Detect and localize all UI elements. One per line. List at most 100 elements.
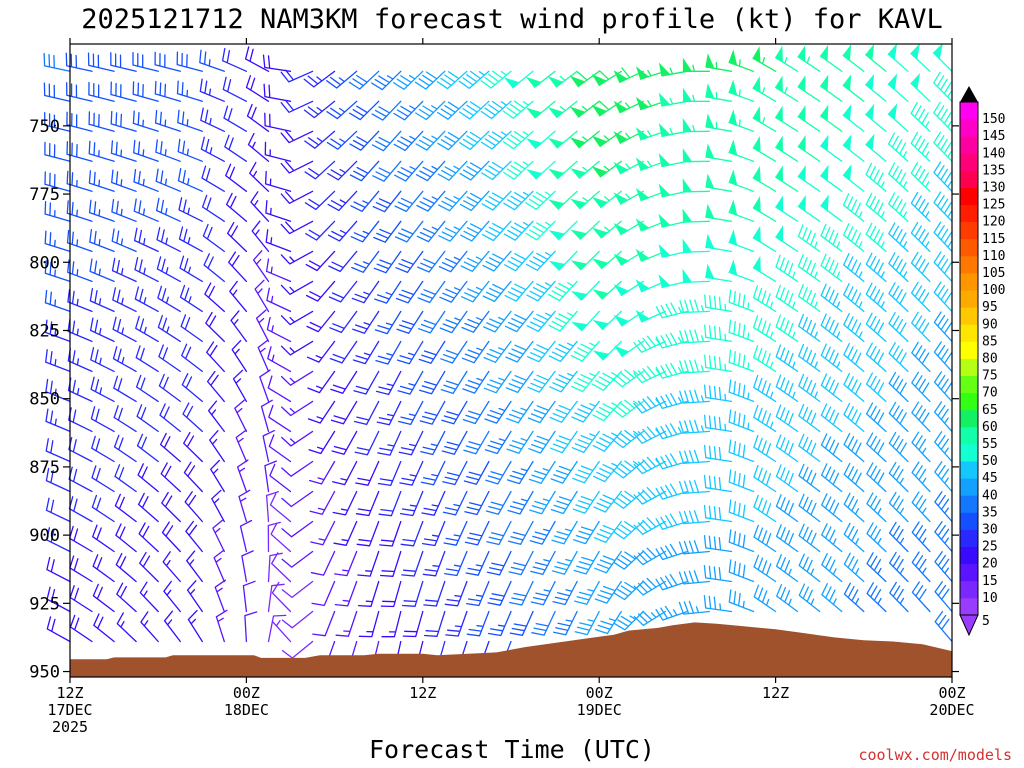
barb-shaft bbox=[157, 285, 181, 313]
barb-shaft bbox=[461, 310, 490, 333]
barb-shaft bbox=[910, 161, 931, 192]
wind-barb bbox=[821, 493, 843, 523]
barb-shaft bbox=[633, 335, 667, 353]
barb-shaft bbox=[242, 580, 256, 613]
barb-shaft bbox=[154, 110, 181, 132]
wind-barb bbox=[66, 82, 93, 102]
barb-shaft bbox=[865, 84, 887, 102]
wind-barb bbox=[613, 67, 644, 83]
wind-barb bbox=[888, 371, 909, 403]
wind-barb bbox=[820, 74, 843, 102]
barb-shaft bbox=[267, 375, 292, 403]
wind-barb bbox=[728, 439, 755, 463]
wind-barb bbox=[480, 130, 512, 150]
barb-shaft bbox=[775, 314, 799, 343]
x-tick-label: 19DEC bbox=[577, 701, 622, 719]
barb-shaft bbox=[842, 114, 865, 132]
wind-barb bbox=[156, 256, 181, 283]
barb-shaft bbox=[728, 409, 755, 433]
wind-barb bbox=[703, 564, 733, 583]
wind-barb bbox=[280, 190, 314, 204]
wind-barb bbox=[305, 280, 336, 302]
wind-barb bbox=[658, 62, 689, 77]
wind-barb bbox=[910, 281, 931, 313]
wind-barb bbox=[399, 490, 424, 517]
barb-shaft bbox=[911, 401, 931, 433]
barb-shaft bbox=[933, 311, 953, 343]
barb-shaft bbox=[820, 433, 843, 463]
barb-shaft bbox=[775, 524, 799, 553]
barb-shaft bbox=[113, 434, 137, 463]
wind-barb bbox=[399, 460, 424, 486]
wind-barb bbox=[843, 492, 865, 523]
wind-barb bbox=[178, 226, 203, 253]
colorbar-swatch bbox=[960, 102, 978, 120]
colorbar-frame bbox=[959, 101, 979, 616]
wind-barb bbox=[281, 490, 314, 508]
barb-shaft bbox=[265, 491, 279, 523]
wind-barb bbox=[910, 221, 931, 253]
wind-barb bbox=[281, 430, 314, 447]
barb-shaft bbox=[775, 494, 799, 523]
barb-shaft bbox=[415, 130, 446, 151]
wind-barb bbox=[528, 430, 556, 454]
wind-barb bbox=[309, 490, 336, 515]
wind-barb bbox=[703, 414, 733, 433]
barb-shaft bbox=[601, 280, 622, 300]
wind-barb bbox=[911, 491, 931, 523]
wind-barb bbox=[416, 220, 446, 243]
wind-barb bbox=[231, 339, 248, 373]
barb-shaft bbox=[135, 345, 159, 373]
barb-shaft bbox=[797, 145, 821, 162]
wind-barb bbox=[775, 254, 799, 283]
colorbar-swatch bbox=[960, 546, 978, 565]
wind-barb bbox=[206, 370, 225, 403]
barb-shaft bbox=[312, 610, 336, 637]
wind-barb bbox=[933, 191, 953, 222]
wind-barb bbox=[90, 406, 115, 433]
barb-shaft bbox=[487, 610, 512, 637]
wind-barb bbox=[350, 190, 380, 212]
wind-barb bbox=[655, 332, 689, 349]
barb-shaft bbox=[655, 573, 689, 591]
barb-shaft bbox=[44, 319, 71, 343]
barb-shaft bbox=[592, 430, 622, 452]
colorbar-swatch bbox=[960, 136, 978, 154]
wind-barb bbox=[181, 373, 203, 403]
barb-shaft bbox=[866, 432, 887, 463]
wind-barb bbox=[228, 251, 248, 283]
barb-shaft bbox=[393, 100, 424, 121]
barb-shaft bbox=[88, 111, 115, 132]
wind-barb bbox=[349, 130, 380, 151]
barb-shaft bbox=[843, 253, 865, 283]
barb-shaft bbox=[207, 400, 225, 433]
barb-shaft bbox=[600, 220, 622, 239]
wind-barb bbox=[214, 579, 227, 613]
barb-shaft bbox=[114, 464, 137, 493]
wind-barb bbox=[186, 550, 203, 583]
barb-shaft bbox=[417, 250, 446, 273]
barb-shaft bbox=[264, 460, 277, 493]
wind-barb bbox=[819, 44, 843, 72]
wind-barb bbox=[775, 344, 799, 373]
wind-barb bbox=[89, 229, 115, 253]
wind-barb bbox=[91, 494, 115, 523]
wind-barb bbox=[752, 76, 777, 102]
wind-barb bbox=[137, 463, 159, 493]
wind-barb bbox=[305, 250, 336, 272]
wind-barb bbox=[888, 312, 909, 343]
barb-shaft bbox=[592, 400, 622, 422]
barb-shaft bbox=[843, 283, 865, 313]
wind-barb bbox=[548, 220, 578, 241]
wind-barb bbox=[380, 580, 402, 608]
barb-shaft bbox=[797, 254, 821, 283]
wind-barb bbox=[705, 83, 733, 102]
wind-barb bbox=[326, 70, 358, 89]
barb-shaft bbox=[184, 491, 203, 523]
wind-barb bbox=[376, 400, 402, 426]
wind-barb bbox=[865, 192, 887, 222]
barb-shaft bbox=[728, 289, 755, 313]
barb-shaft bbox=[655, 605, 689, 621]
wind-barb bbox=[570, 340, 600, 362]
